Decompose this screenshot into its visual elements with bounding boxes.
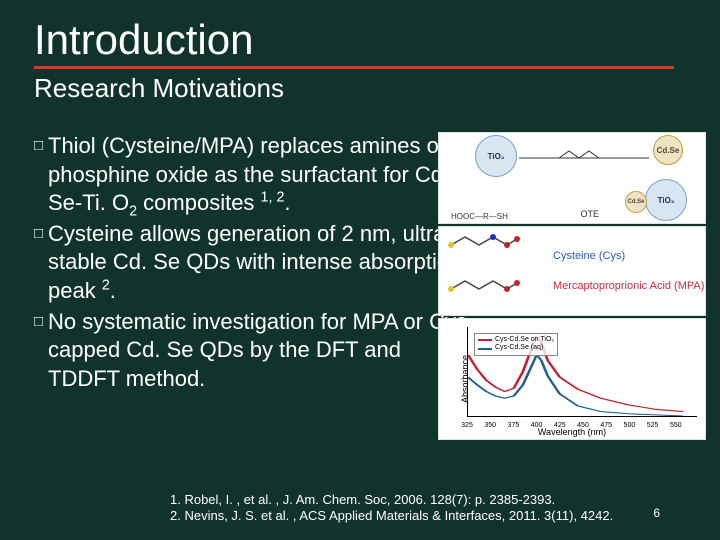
page-number: 6: [653, 506, 660, 520]
linker-icon: [519, 145, 649, 171]
chart-xtick: 400: [531, 422, 543, 429]
chart-xtick: 475: [600, 422, 612, 429]
tio2-circle: TiO₂: [645, 179, 687, 221]
bullet-item: □ Thiol (Cysteine/MPA) replaces amines o…: [34, 132, 474, 218]
figure-molecules: Cysteine (Cys) Mercaptoproprionic Acid (…: [438, 226, 706, 316]
cysteine-label: Cysteine (Cys): [553, 250, 705, 262]
chart-xtick: 375: [508, 422, 520, 429]
slide-subtitle: Research Motivations: [34, 73, 692, 104]
bullet-marker: □: [34, 220, 48, 248]
mpa-label: Mercaptoproprionic Acid (MPA): [553, 280, 705, 292]
chart-xtick: 525: [647, 422, 659, 429]
figure-stack: TiO₂ Cd.Se TiO₂ Cd.Se OTE HOOC—R—SH: [438, 132, 706, 440]
legend-label: Cys-Cd.Se on TiO₂: [495, 336, 554, 344]
body-text: □ Thiol (Cysteine/MPA) replaces amines o…: [34, 132, 474, 393]
title-underline: [34, 66, 674, 69]
cdse-circle: Cd.Se: [653, 135, 683, 165]
bullet-item: □ No systematic investigation for MPA or…: [34, 308, 474, 394]
chart-xtick: 500: [624, 422, 636, 429]
molecule-drawings: [439, 227, 549, 315]
bullet-content: Thiol (Cysteine/MPA) replaces amines or …: [48, 132, 474, 218]
reference-line: 2. Nevins, J. S. et al. , ACS Applied Ma…: [170, 508, 690, 524]
reference-line: 1. Robel, I. , et al. , J. Am. Chem. Soc…: [170, 492, 690, 508]
bullet-content: Cysteine allows generation of 2 nm, ultr…: [48, 220, 474, 306]
chart-xtick: 350: [484, 422, 496, 429]
ote-label: OTE: [580, 209, 599, 219]
slide: Introduction Research Motivations □ Thio…: [0, 0, 720, 540]
bullet-marker: □: [34, 308, 48, 336]
references: 1. Robel, I. , et al. , J. Am. Chem. Soc…: [170, 492, 690, 525]
chart-legend: Cys-Cd.Se on TiO₂ Cys-Cd.Se (aq): [474, 333, 558, 356]
bullet-marker: □: [34, 132, 48, 160]
chart-xlabel: Wavelength (nm): [538, 427, 606, 437]
cdse-circle: Cd.Se: [625, 191, 647, 213]
legend-label: Cys-Cd.Se (aq): [495, 344, 543, 352]
chart-xtick: 425: [554, 422, 566, 429]
molecule-icon: [439, 227, 549, 316]
chart-xtick: 450: [577, 422, 589, 429]
hooc-label: HOOC—R—SH: [451, 212, 508, 221]
chart-area: Cys-Cd.Se on TiO₂ Cys-Cd.Se (aq): [467, 327, 697, 417]
bullet-item: □ Cysteine allows generation of 2 nm, ul…: [34, 220, 474, 306]
body-area: □ Thiol (Cysteine/MPA) replaces amines o…: [34, 132, 692, 492]
slide-title: Introduction: [34, 18, 692, 62]
tio2-circle: TiO₂: [475, 135, 517, 177]
bullet-content: No systematic investigation for MPA or C…: [48, 308, 474, 394]
chart-xtick: 325: [461, 422, 473, 429]
figure-absorbance-chart: Absorbance Wavelength (nm) Cys-Cd.Se on …: [438, 318, 706, 440]
figure-schematic: TiO₂ Cd.Se TiO₂ Cd.Se OTE HOOC—R—SH: [438, 132, 706, 224]
chart-xtick: 550: [670, 422, 682, 429]
